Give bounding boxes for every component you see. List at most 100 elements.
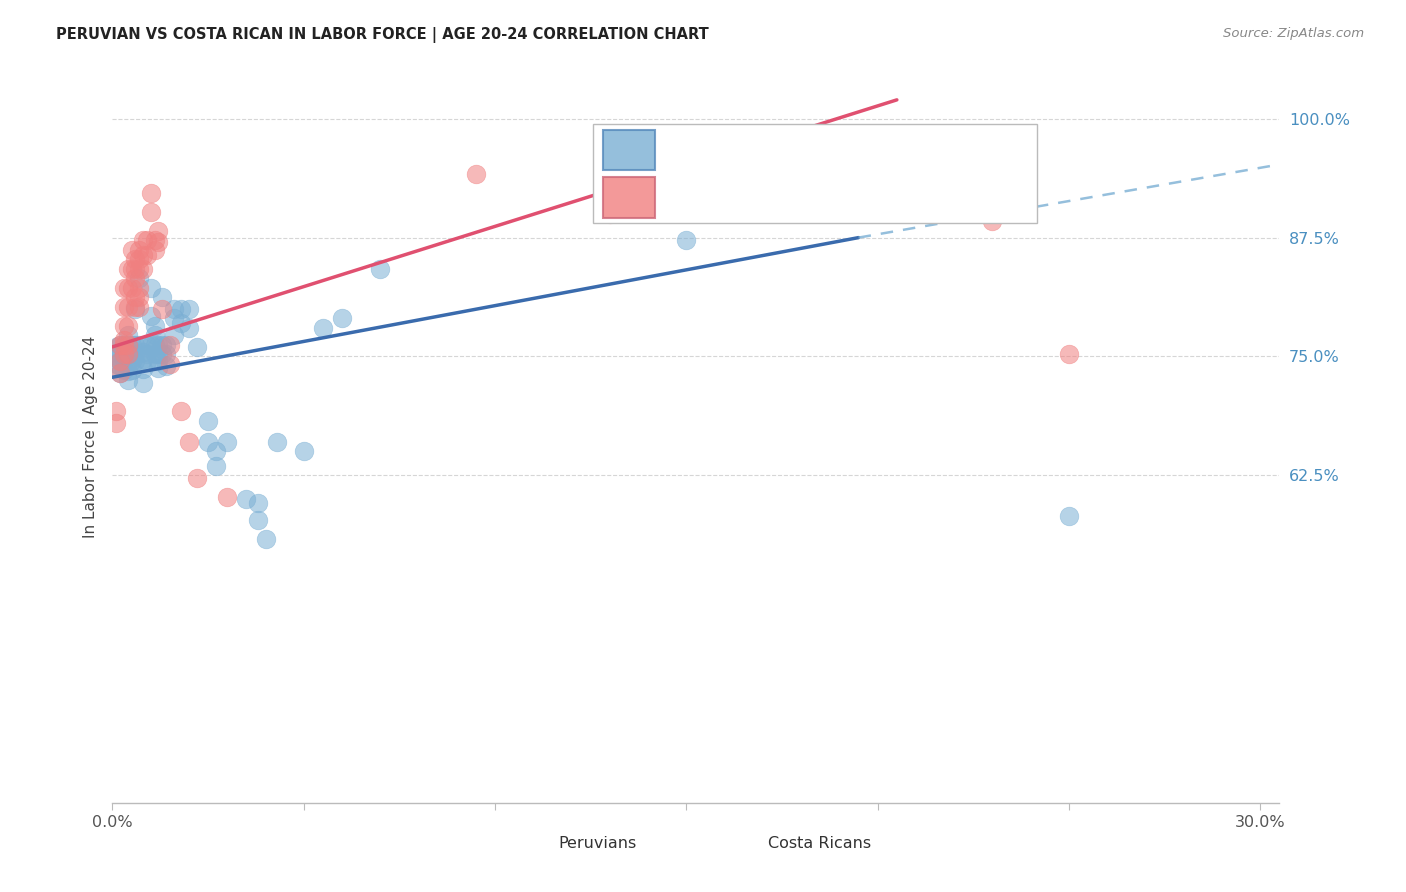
Point bbox=[135, 248, 157, 262]
Point bbox=[124, 338, 146, 352]
Point bbox=[155, 338, 177, 352]
Point bbox=[143, 318, 166, 333]
Point bbox=[117, 338, 139, 352]
Point bbox=[163, 328, 186, 343]
Point bbox=[163, 311, 186, 326]
Point bbox=[132, 352, 155, 367]
Point bbox=[112, 347, 135, 361]
Point bbox=[128, 290, 150, 304]
Point bbox=[143, 347, 166, 361]
Point bbox=[368, 262, 391, 277]
Point bbox=[124, 301, 146, 316]
Text: Costa Ricans: Costa Ricans bbox=[768, 836, 872, 851]
Point bbox=[266, 434, 288, 449]
Point bbox=[1057, 508, 1080, 523]
Point bbox=[121, 281, 143, 295]
Point bbox=[148, 235, 170, 250]
Point bbox=[143, 328, 166, 343]
FancyBboxPatch shape bbox=[603, 178, 655, 218]
Point bbox=[128, 300, 150, 314]
Point bbox=[121, 243, 143, 257]
Text: R = 0.437    N = 55: R = 0.437 N = 55 bbox=[669, 188, 859, 207]
Point bbox=[177, 321, 200, 335]
Point bbox=[981, 214, 1004, 228]
Point bbox=[112, 338, 135, 352]
Point bbox=[117, 300, 139, 314]
Point bbox=[117, 262, 139, 277]
Point bbox=[117, 363, 139, 377]
FancyBboxPatch shape bbox=[720, 833, 756, 854]
Point bbox=[112, 318, 135, 333]
Point bbox=[150, 301, 173, 316]
Point bbox=[170, 316, 193, 330]
Point bbox=[112, 347, 135, 361]
Point bbox=[112, 362, 135, 376]
Point bbox=[108, 367, 131, 381]
Point bbox=[128, 281, 150, 295]
Point bbox=[148, 338, 170, 352]
Point bbox=[112, 338, 135, 352]
Point bbox=[105, 357, 128, 371]
Point bbox=[752, 177, 775, 191]
Point bbox=[112, 351, 135, 366]
Point bbox=[204, 458, 226, 473]
Point bbox=[139, 186, 162, 200]
Text: R = 0.257    N = 77: R = 0.257 N = 77 bbox=[669, 141, 859, 159]
Point bbox=[148, 354, 170, 368]
Point bbox=[139, 281, 162, 295]
Point bbox=[675, 234, 697, 248]
Point bbox=[108, 359, 131, 373]
Point bbox=[139, 338, 162, 352]
Point bbox=[155, 347, 177, 361]
Point bbox=[108, 367, 131, 381]
Point bbox=[330, 311, 353, 326]
Point bbox=[148, 360, 170, 375]
Point bbox=[128, 243, 150, 257]
Point bbox=[217, 434, 239, 449]
Point bbox=[143, 243, 166, 257]
Point bbox=[132, 361, 155, 376]
Point bbox=[112, 281, 135, 295]
FancyBboxPatch shape bbox=[603, 130, 655, 170]
Point bbox=[235, 491, 257, 506]
Point bbox=[197, 434, 219, 449]
Y-axis label: In Labor Force | Age 20-24: In Labor Force | Age 20-24 bbox=[83, 336, 98, 538]
Point bbox=[186, 340, 208, 354]
Point bbox=[124, 271, 146, 285]
FancyBboxPatch shape bbox=[509, 833, 547, 854]
Point bbox=[112, 333, 135, 347]
Point bbox=[599, 207, 621, 221]
Point bbox=[177, 434, 200, 449]
Point bbox=[465, 167, 488, 181]
Point bbox=[132, 248, 155, 262]
Point bbox=[128, 338, 150, 352]
Point bbox=[197, 414, 219, 428]
Point bbox=[139, 310, 162, 324]
Point bbox=[128, 271, 150, 285]
Point bbox=[117, 347, 139, 361]
Point bbox=[135, 234, 157, 248]
Point bbox=[186, 471, 208, 485]
Point bbox=[108, 347, 131, 361]
Point bbox=[150, 347, 173, 361]
Point bbox=[117, 347, 139, 361]
Point bbox=[117, 281, 139, 295]
Point bbox=[943, 190, 966, 204]
Point bbox=[124, 300, 146, 314]
Point bbox=[159, 357, 181, 371]
Point bbox=[170, 301, 193, 316]
Point bbox=[246, 513, 269, 527]
Point bbox=[132, 234, 155, 248]
Point bbox=[124, 347, 146, 361]
Point bbox=[108, 338, 131, 352]
Point bbox=[105, 340, 128, 354]
Point bbox=[155, 359, 177, 373]
Point bbox=[217, 490, 239, 504]
Point bbox=[139, 205, 162, 219]
Point bbox=[159, 338, 181, 352]
Point bbox=[108, 338, 131, 352]
Point bbox=[108, 354, 131, 368]
Point bbox=[312, 321, 335, 335]
Point bbox=[163, 301, 186, 316]
Point bbox=[112, 300, 135, 314]
